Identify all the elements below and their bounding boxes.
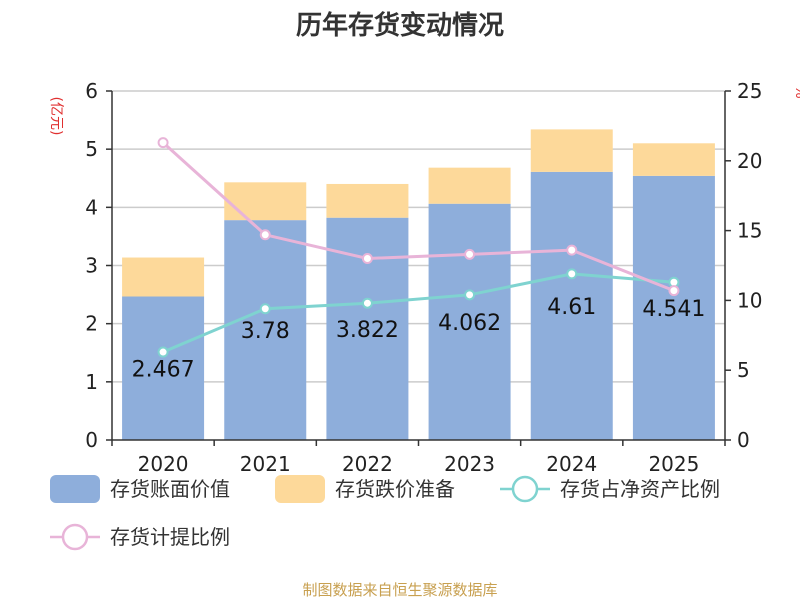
- left-tick-label: 3: [85, 254, 98, 278]
- legend-item-provision-ratio-label: 存货计提比例: [110, 525, 230, 549]
- bars: [122, 129, 715, 440]
- point-net-asset-ratio: [259, 303, 271, 315]
- legend-item-net-asset-ratio-label: 存货占净资产比例: [560, 477, 720, 501]
- right-tick-label: 10: [737, 288, 762, 312]
- footer-source: 制图数据来自恒生聚源数据库: [302, 581, 497, 599]
- x-tick-label: 2022: [342, 452, 393, 476]
- grid-lines: [112, 90, 725, 383]
- point-provision-ratio: [361, 253, 373, 265]
- right-tick-label: 0: [737, 428, 750, 452]
- right-tick-label: 20: [737, 149, 762, 173]
- data-label-book-value: 4.61: [547, 295, 596, 320]
- left-tick-label: 5: [85, 137, 98, 161]
- left-tick-label: 6: [85, 79, 98, 103]
- left-axis-unit: (亿元): [48, 97, 64, 136]
- line-provision-ratio: [162, 141, 675, 293]
- left-tick-label: 0: [85, 428, 98, 452]
- legend-item-book-value-swatch: [50, 475, 100, 503]
- x-tick-label: 2021: [240, 452, 291, 476]
- right-tick-label: 25: [737, 79, 762, 103]
- right-axis-unit: %: [792, 85, 800, 98]
- bar-impairment-reserve: [632, 143, 715, 176]
- bar-book-value: [428, 203, 511, 440]
- x-tick-label: 2023: [444, 452, 495, 476]
- legend-item-book-value-label: 存货账面价值: [110, 477, 230, 501]
- lines: [157, 137, 680, 358]
- left-tick-label: 4: [85, 195, 98, 219]
- point-provision-ratio: [566, 244, 578, 256]
- data-labels: 2.467 3.78 3.822 4.062 4.61 4.541: [132, 295, 706, 382]
- point-net-asset-ratio: [157, 346, 169, 358]
- line-net-asset-ratio: [162, 272, 675, 354]
- legend-item-net-asset-ratio-swatch-marker: [511, 475, 539, 503]
- data-label-book-value: 4.541: [642, 297, 705, 322]
- left-tick-label: 2: [85, 312, 98, 336]
- data-label-book-value: 2.467: [132, 357, 195, 382]
- point-provision-ratio: [157, 137, 169, 149]
- bar-impairment-reserve: [122, 257, 205, 297]
- point-net-asset-ratio: [566, 268, 578, 280]
- point-provision-ratio: [259, 229, 271, 241]
- right-tick-label: 5: [737, 358, 750, 382]
- bar-impairment-reserve: [224, 182, 307, 221]
- point-provision-ratio: [668, 285, 680, 297]
- x-tick-label: 2024: [546, 452, 597, 476]
- bar-impairment-reserve: [530, 129, 613, 172]
- data-label-book-value: 3.78: [241, 319, 290, 344]
- legend-item-impairment-reserve-label: 存货跌价准备: [335, 477, 455, 501]
- bar-book-value: [632, 175, 715, 440]
- bar-book-value: [122, 296, 205, 440]
- legend-item-provision-ratio-swatch-marker: [61, 523, 89, 551]
- x-tick-label: 2020: [138, 452, 189, 476]
- right-tick-label: 15: [737, 219, 762, 243]
- data-label-book-value: 4.062: [438, 311, 501, 336]
- x-tick-label: 2025: [648, 452, 699, 476]
- left-tick-label: 1: [85, 370, 98, 394]
- point-net-asset-ratio: [361, 297, 373, 309]
- point-net-asset-ratio: [464, 289, 476, 301]
- point-provision-ratio: [464, 248, 476, 260]
- bar-impairment-reserve: [428, 167, 511, 204]
- bar-impairment-reserve: [326, 183, 409, 218]
- data-label-book-value: 3.822: [336, 318, 399, 343]
- bar-book-value: [224, 220, 307, 440]
- legend-item-impairment-reserve-swatch: [275, 475, 325, 503]
- bar-book-value: [530, 171, 613, 440]
- chart-title: 历年存货变动情况: [296, 10, 504, 41]
